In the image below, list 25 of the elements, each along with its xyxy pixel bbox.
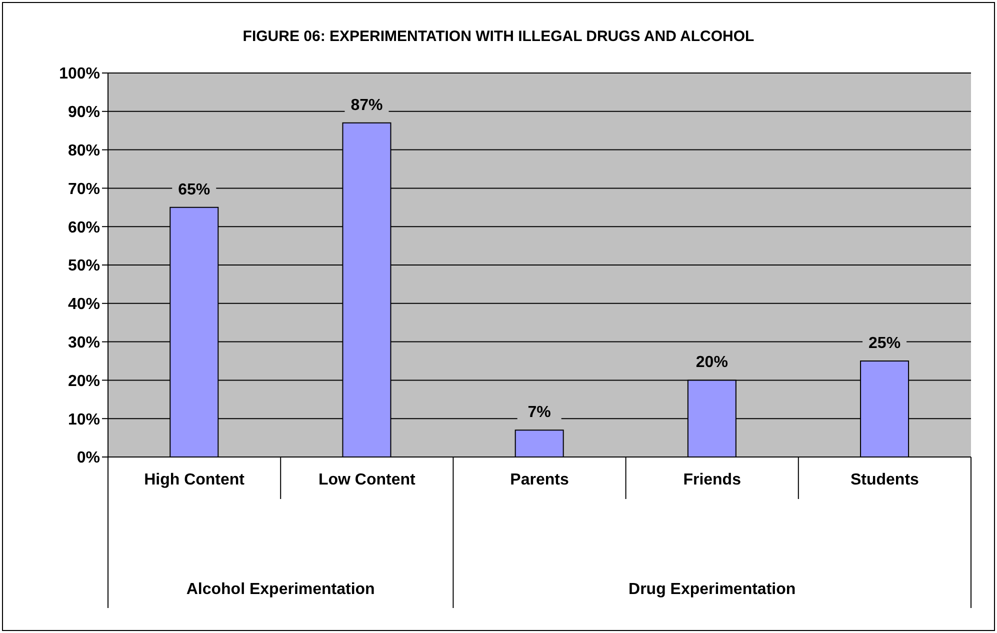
x-tick-label: Low Content — [318, 471, 416, 488]
x-tick-label: Parents — [510, 471, 569, 488]
data-label: 7% — [528, 404, 551, 422]
y-tick-label: 0% — [76, 450, 100, 467]
y-tick-label: 50% — [68, 258, 100, 275]
y-tick-label: 80% — [68, 142, 100, 160]
x-tick-label: Friends — [683, 471, 742, 488]
y-tick-label: 90% — [68, 104, 100, 122]
data-label: 87% — [350, 96, 383, 114]
bar — [514, 430, 564, 457]
text: Drug Experimentation — [628, 581, 797, 599]
data-label: 65% — [178, 181, 210, 198]
y-tick-label: 40% — [68, 296, 100, 314]
x-tick-label: Students — [850, 471, 920, 488]
y-tick-label: 100% — [59, 66, 100, 83]
data-label: 25% — [868, 335, 901, 352]
data-label: 20% — [696, 354, 728, 372]
y-tick-label: 70% — [68, 180, 100, 198]
x-tick-label: High Content — [144, 471, 246, 488]
chart-title: FIGURE 06: EXPERIMENTATION WITH ILLEGAL DRUGS AND ALCOHOL — [242, 28, 756, 45]
y-tick-label: 30% — [68, 334, 100, 352]
y-tick-label: 60% — [68, 219, 100, 236]
y-tick-label: 10% — [68, 411, 100, 428]
text: Alcohol Experimentation — [185, 581, 376, 599]
y-tick-label: 20% — [68, 372, 100, 390]
